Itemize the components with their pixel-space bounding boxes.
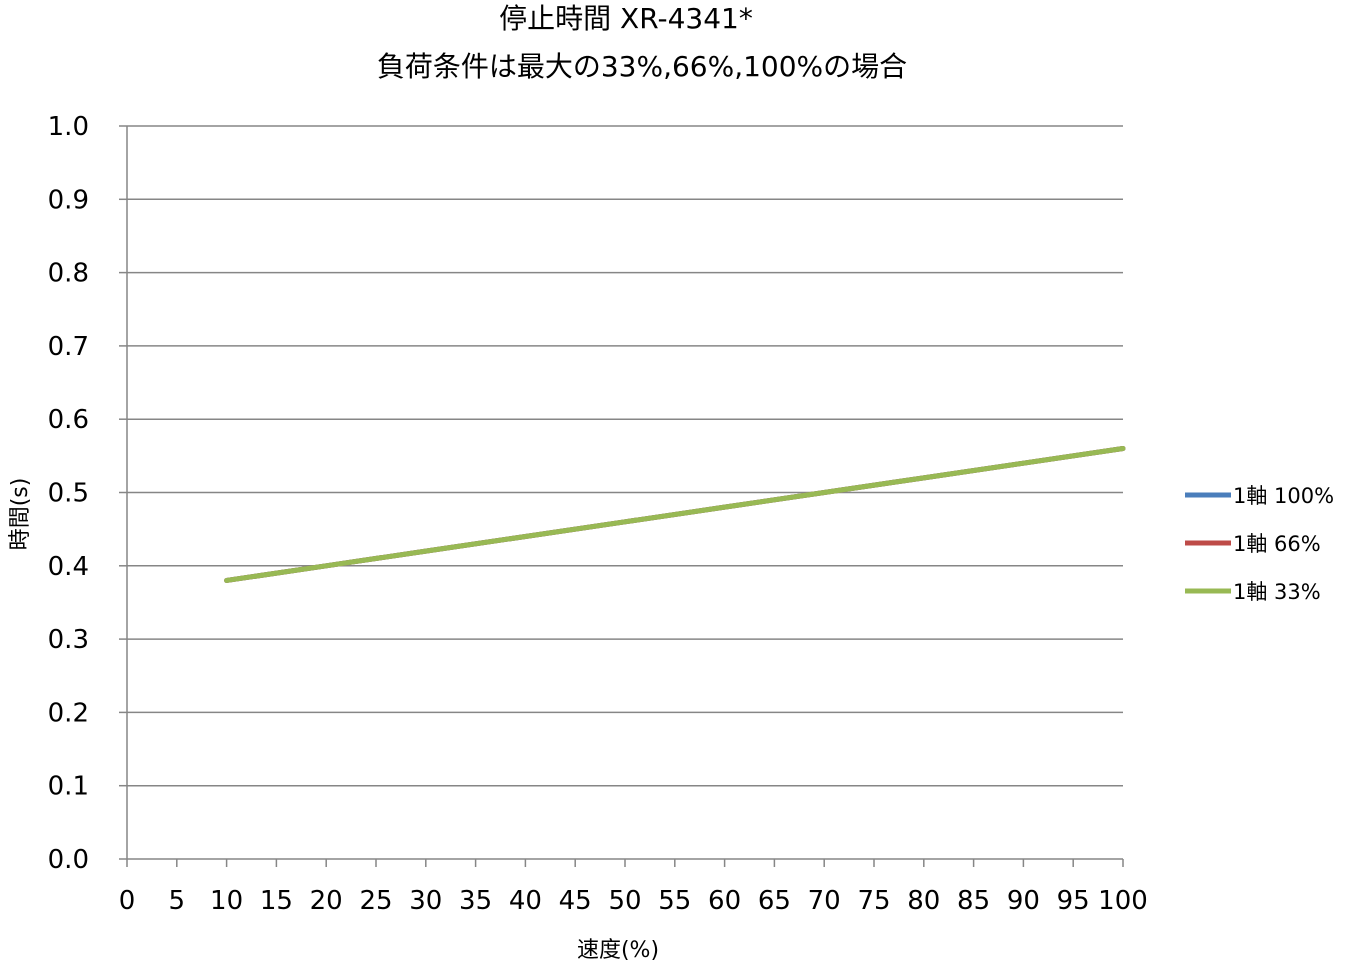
x-tick-label: 5	[169, 886, 186, 916]
x-tick-label: 25	[359, 886, 392, 916]
y-tick-label: 0.1	[48, 772, 89, 802]
series-lines	[224, 446, 1126, 583]
x-tick-label: 90	[1007, 886, 1040, 916]
legend-label: 1軸 33%	[1233, 580, 1321, 604]
x-tick-label: 50	[608, 886, 641, 916]
y-tick-label: 0.3	[48, 625, 89, 655]
y-axis-title: 時間(s)	[8, 478, 33, 551]
chart-subtitle: 負荷条件は最大の33%,66%,100%の場合	[377, 50, 907, 83]
x-tick-label: 70	[808, 886, 841, 916]
y-tick-label: 0.2	[48, 698, 89, 728]
x-tick-label: 10	[210, 886, 243, 916]
x-tick-label: 60	[708, 886, 741, 916]
x-tick-label: 0	[119, 886, 136, 916]
axes	[119, 125, 1124, 867]
chart-title: 停止時間 XR-4341*	[499, 2, 753, 35]
x-tick-label: 100	[1098, 886, 1148, 916]
x-tick-label: 80	[907, 886, 940, 916]
y-tick-label: 0.7	[48, 332, 89, 362]
y-tick-label: 0.9	[48, 185, 89, 215]
legend-label: 1軸 100%	[1233, 484, 1334, 508]
y-tick-label: 0.5	[48, 479, 89, 509]
x-tick-label: 45	[559, 886, 592, 916]
x-tick-label: 35	[459, 886, 492, 916]
series-line	[224, 446, 1126, 583]
legend: 1軸 100% 1軸 66% 1軸 33%	[1185, 484, 1334, 604]
gridlines	[127, 125, 1123, 787]
y-tick-label: 0.8	[48, 259, 89, 289]
x-tick-label: 40	[509, 886, 542, 916]
x-tick-label: 95	[1057, 886, 1090, 916]
x-tick-label: 30	[409, 886, 442, 916]
y-tick-label: 0.4	[48, 552, 89, 582]
y-tick-label: 0.6	[48, 405, 89, 435]
y-tick-label: 0.0	[48, 845, 89, 875]
x-tick-label: 55	[658, 886, 691, 916]
x-tick-label: 85	[957, 886, 990, 916]
legend-label: 1軸 66%	[1233, 532, 1321, 556]
y-tick-label: 1.0	[48, 112, 89, 142]
x-tick-label: 15	[260, 886, 293, 916]
x-tick-label: 75	[857, 886, 890, 916]
x-tick-label: 65	[758, 886, 791, 916]
tick-labels: 0.0 0.1 0.2 0.3 0.4 0.5 0.6 0.7 0.8 0.9 1.0 0 5 10 15 2…	[48, 112, 1148, 916]
x-axis-title: 速度(%)	[577, 938, 659, 962]
x-tick-label: 20	[310, 886, 343, 916]
